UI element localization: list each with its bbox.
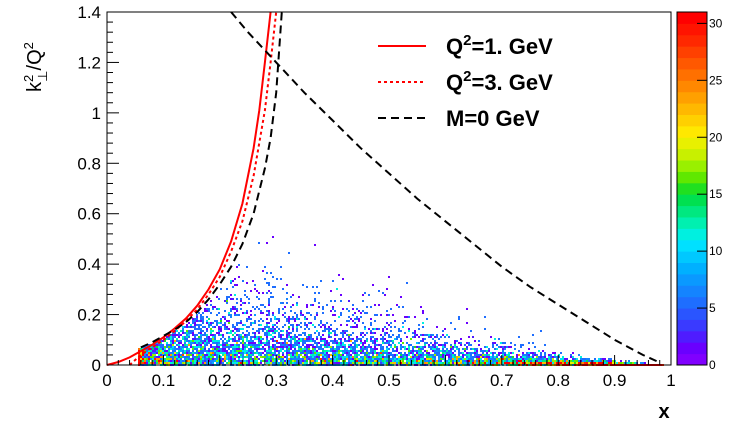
- colorbar-segment: [677, 273, 707, 286]
- colorbar-segment: [677, 160, 707, 172]
- colorbar-segment: [677, 182, 707, 195]
- colorbar-tick-label: 20: [709, 130, 723, 144]
- colorbar-segment: [677, 80, 707, 93]
- x-tick-label: 0.8: [546, 371, 570, 390]
- colorbar-tick-label: 0: [709, 358, 716, 372]
- x-tick-label: 0.6: [434, 371, 458, 390]
- colorbar-segment: [677, 148, 707, 161]
- x-tick-label: 0.4: [321, 371, 345, 390]
- curves-layer: [106, 11, 661, 366]
- colorbar-segment: [677, 296, 707, 309]
- x-tick-label: 1: [666, 371, 675, 390]
- colorbar-segment: [677, 194, 707, 207]
- y-axis-label: k2⊥/Q2: [21, 42, 50, 92]
- x-tick-label: 0.7: [490, 371, 514, 390]
- colorbar-tick-label: 25: [709, 73, 723, 87]
- colorbar-segment: [677, 239, 707, 252]
- y-tick-label: 1.2: [77, 53, 101, 72]
- y-tick-label: 0.4: [77, 255, 101, 274]
- legend: Q2=1. GeV Q2=3. GeV M=0 GeV: [378, 32, 553, 131]
- colorbar-segment: [677, 171, 707, 184]
- colorbar-border: [676, 11, 708, 366]
- colorbar-segment: [677, 23, 707, 36]
- colorbar-segment: [677, 216, 707, 229]
- y-tick-label: 1.4: [77, 3, 101, 22]
- colorbar-segment: [677, 205, 707, 218]
- colorbar-segment: [677, 34, 707, 47]
- y-tick-label: 0.8: [77, 154, 101, 173]
- colorbar-segment: [677, 103, 707, 115]
- colorbar-segment: [677, 251, 707, 264]
- x-tick-label: 0.2: [208, 371, 232, 390]
- x-axis-label: x: [658, 401, 669, 423]
- axis-labels: x k2⊥/Q2: [21, 42, 670, 423]
- colorbar-segment: [677, 308, 707, 320]
- y-tick-label: 0: [92, 356, 101, 375]
- y-tick-label: 0.6: [77, 205, 101, 224]
- colorbar-segment: [677, 114, 707, 127]
- colorbar-segment: [677, 330, 707, 343]
- x-tick-label: 0: [102, 371, 111, 390]
- x-tick-label: 0.5: [377, 371, 401, 390]
- series-line-1: [128, 11, 278, 366]
- legend-label-2: M=0 GeV: [446, 106, 540, 131]
- y-tick-label: 1: [92, 104, 101, 123]
- series-line-2: [140, 11, 283, 349]
- x-tick-label: 0.1: [152, 371, 176, 390]
- heatmap-layer: [138, 236, 664, 366]
- colorbar-segment: [677, 68, 707, 81]
- x-tick-label: 0.9: [603, 371, 627, 390]
- colorbar-segment: [677, 91, 707, 104]
- colorbar-segment: [677, 12, 707, 24]
- x-tick-label: 0.3: [264, 371, 288, 390]
- colorbar-segment: [677, 285, 707, 298]
- colorbar-segment: [677, 125, 707, 138]
- colorbar: 0 5 10 15 20 25 30: [676, 11, 723, 372]
- colorbar-segment: [677, 262, 707, 275]
- colorbar-segment: [677, 228, 707, 241]
- colorbar-tick-label: 15: [709, 187, 723, 201]
- colorbar-tick-label: 10: [709, 244, 723, 258]
- legend-label-1: Q2=3. GeV: [446, 68, 553, 95]
- colorbar-segment: [677, 137, 707, 150]
- series-line-0: [106, 11, 272, 366]
- legend-label-0: Q2=1. GeV: [446, 32, 553, 59]
- colorbar-segment: [677, 342, 707, 355]
- y-tick-label: 0.2: [77, 306, 101, 325]
- series-line-3: [230, 11, 661, 364]
- colorbar-segment: [677, 319, 707, 332]
- colorbar-segment: [677, 57, 707, 70]
- colorbar-tick-label: 30: [709, 16, 723, 30]
- axes-layer: 0 0.1 0.2 0.3 0.4 0.5 0.6 0.7 0.8 0.9 1 0 0.2 0.4 0.6 0…: [77, 3, 675, 390]
- colorbar-segment: [677, 46, 707, 59]
- colorbar-segment: [677, 353, 707, 366]
- colorbar-tick-label: 5: [709, 301, 716, 315]
